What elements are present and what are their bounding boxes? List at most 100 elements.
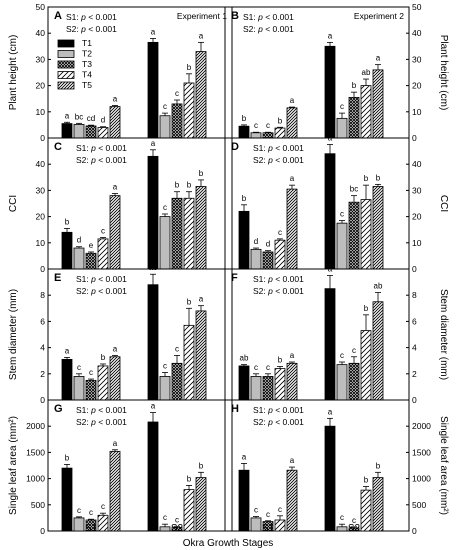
panel-letter: G <box>54 403 63 415</box>
bar-t5-s2 <box>195 310 207 401</box>
bar-t4-s2 <box>360 199 372 270</box>
y-tick-label: 10 <box>412 107 422 117</box>
significance-letter: a <box>151 139 156 148</box>
bar-t5-s2 <box>372 69 384 139</box>
bar-t1-s2 <box>324 45 336 139</box>
bar-t2-s1 <box>250 132 262 139</box>
y-tick-label: 6 <box>40 316 45 326</box>
significance-letter: c <box>175 515 179 524</box>
panel-frame <box>224 399 410 532</box>
bar-t1-s2 <box>324 425 336 532</box>
y-axis-title: Plant height (cm) <box>438 35 449 111</box>
significance-letter: d <box>77 236 81 245</box>
bar-t1-s2 <box>147 155 159 270</box>
y-tick-label: 0 <box>40 264 45 274</box>
bar-t2-s2 <box>336 117 348 139</box>
y-axis-title: Single leaf area (mm²) <box>438 416 449 515</box>
y-tick-label: 30 <box>412 185 422 195</box>
bar-t3-s2 <box>348 362 360 401</box>
significance-letter: a <box>328 407 333 416</box>
bar-t1-s1 <box>238 365 250 401</box>
stage-label-s2: S2 <box>348 523 361 534</box>
stats-text: S1: p < 0.001 <box>76 274 127 284</box>
significance-letter: b <box>376 173 381 182</box>
bar-t5-s1 <box>109 106 121 139</box>
significance-letter: c <box>278 505 282 514</box>
legend-swatch-t3 <box>57 60 75 69</box>
y-tick-label: 10 <box>36 238 46 248</box>
bar-t2-s2 <box>336 222 348 270</box>
significance-letter: c <box>266 121 270 130</box>
significance-letter: c <box>340 351 344 360</box>
bar-t2-s1 <box>73 123 85 139</box>
significance-letter: a <box>328 31 333 40</box>
significance-letter: a <box>328 134 333 143</box>
y-tick-label: 1000 <box>26 474 45 484</box>
significance-letter: c <box>77 363 81 372</box>
bar-t3-s2 <box>171 103 183 139</box>
significance-letter: c <box>77 506 81 515</box>
bar-t4-s2 <box>183 82 195 139</box>
bar-t5-s1 <box>286 188 298 270</box>
significance-letter: bc <box>75 112 83 121</box>
significance-letter: a <box>376 54 381 63</box>
bar-t3-s2 <box>171 197 183 270</box>
significance-letter: cd <box>87 114 95 123</box>
significance-letter: c <box>254 506 258 515</box>
y-tick-label: 40 <box>36 28 46 38</box>
y-tick-label: 500 <box>31 500 45 510</box>
significance-letter: a <box>113 95 118 104</box>
bar-t4-s2 <box>183 489 195 532</box>
significance-letter: b <box>352 81 357 90</box>
stats-text: S1: p < 0.001 <box>253 274 304 284</box>
bar-t3-s2 <box>171 362 183 401</box>
bar-t1-s2 <box>147 284 159 401</box>
legend-label-t3: T3 <box>82 59 92 69</box>
bar-t5-s1 <box>286 107 298 139</box>
y-tick-label: 10 <box>412 238 422 248</box>
bar-t1-s1 <box>238 469 250 532</box>
significance-letter: b <box>364 174 369 183</box>
significance-letter: c <box>89 508 93 517</box>
y-tick-label: 50 <box>36 2 46 12</box>
y-tick-label: 50 <box>412 2 422 12</box>
bar-t4-s1 <box>274 368 286 401</box>
significance-letter: e <box>89 241 94 250</box>
y-tick-label: 8 <box>412 290 417 300</box>
significance-letter: c <box>101 227 105 236</box>
significance-letter: d <box>254 237 258 246</box>
significance-letter: b <box>199 461 204 470</box>
bar-t2-s1 <box>73 517 85 532</box>
legend-swatch-t4 <box>57 71 75 79</box>
significance-letter: a <box>290 174 295 183</box>
significance-letter: b <box>187 63 192 72</box>
legend-swatch-t5 <box>57 81 75 90</box>
y-tick-label: 0 <box>40 395 45 405</box>
panel-frame <box>47 399 233 532</box>
y-tick-label: 0 <box>412 264 417 274</box>
panel-letter: E <box>54 272 61 284</box>
y-tick-label: 40 <box>36 159 46 169</box>
bar-t3-s1 <box>262 251 274 270</box>
significance-letter: c <box>163 513 167 522</box>
y-tick-label: 0 <box>40 133 45 143</box>
y-tick-label: 6 <box>412 316 417 326</box>
y-tick-label: 1500 <box>412 447 431 457</box>
bar-t1-s1 <box>61 123 73 139</box>
bar-t4-s1 <box>97 514 109 532</box>
stats-text: S1: p < 0.001 <box>253 143 304 153</box>
significance-letter: b <box>199 169 204 178</box>
y-tick-label: 0 <box>412 133 417 143</box>
y-tick-label: 30 <box>412 54 422 64</box>
y-tick-label: 0 <box>412 526 417 536</box>
significance-letter: bc <box>350 185 358 194</box>
panel-letter: B <box>231 10 239 22</box>
bar-t4-s1 <box>274 127 286 139</box>
bar-t5-s2 <box>372 186 384 270</box>
significance-letter: d <box>266 240 270 249</box>
legend-label-t1: T1 <box>82 38 92 48</box>
